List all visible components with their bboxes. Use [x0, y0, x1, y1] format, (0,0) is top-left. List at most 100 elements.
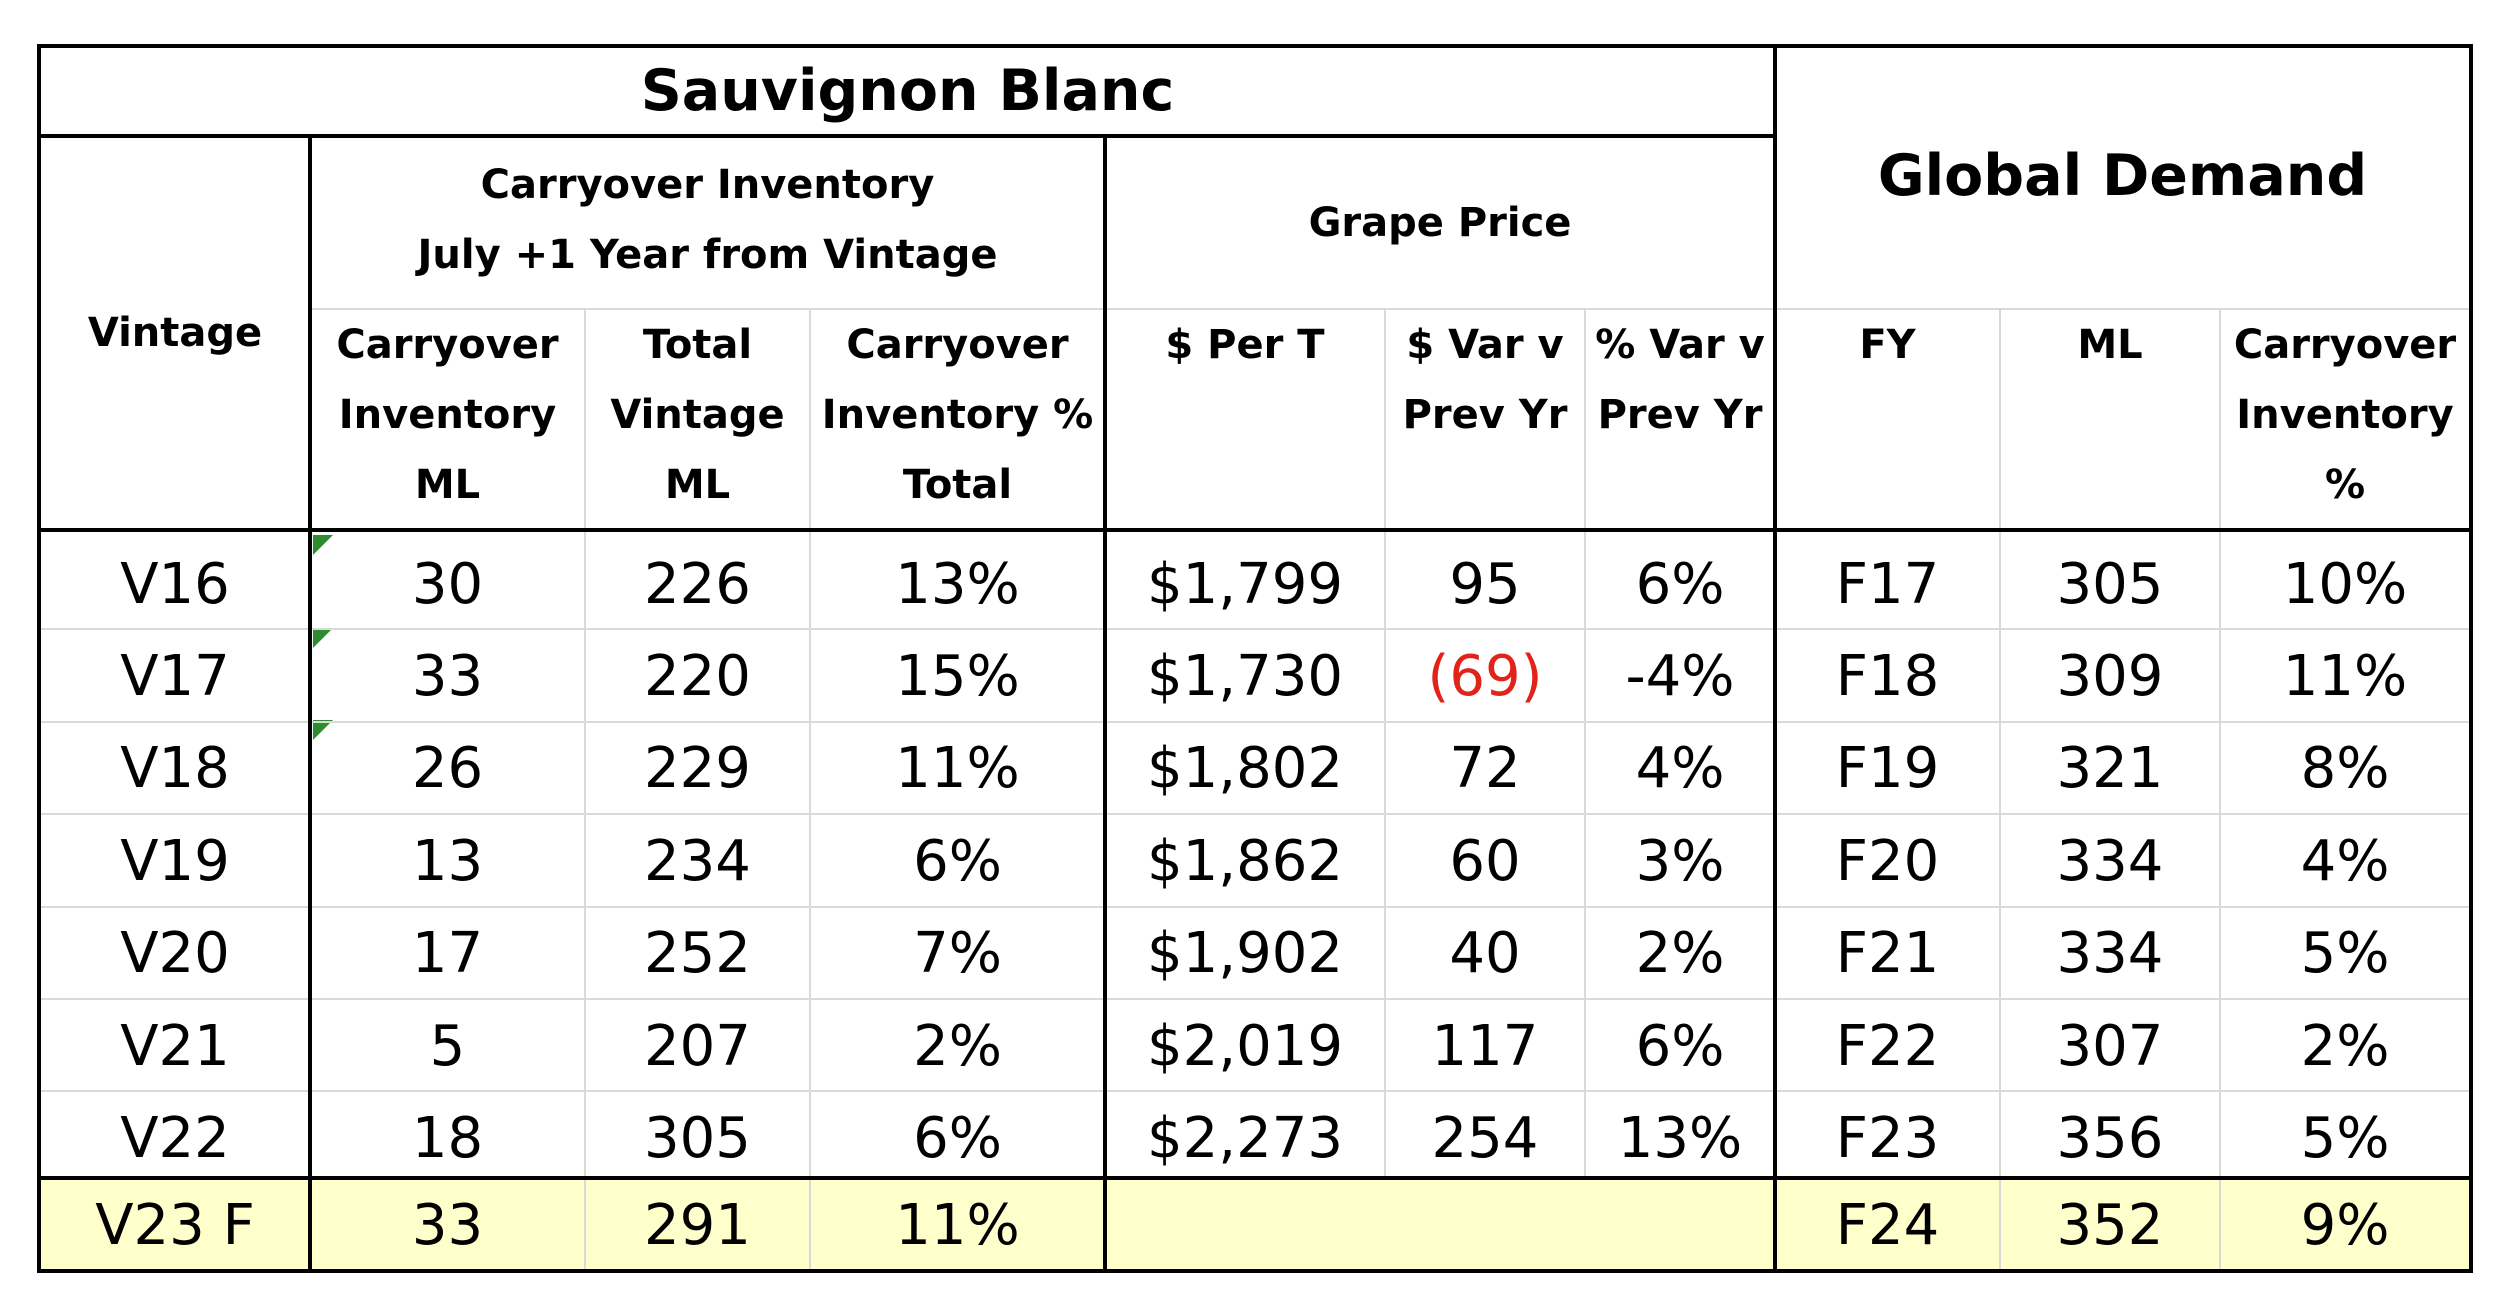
grape-price-group-header: Grape Price [1308, 200, 1572, 246]
total-ml-cell: 252 [644, 921, 751, 987]
var-prev-cell: 95 [1449, 551, 1521, 617]
var-prev-cell: 254 [1431, 1106, 1539, 1172]
carryover-group-header: Carryover Inventory July +1 Year from Vi… [417, 162, 998, 278]
carryover-pct-total-cell: 15% [895, 644, 1020, 710]
gridline [41, 813, 2469, 815]
fy-cell: F18 [1835, 644, 1940, 710]
inventory-pct-cell: 5% [2300, 921, 2390, 987]
ml-cell: 309 [2056, 644, 2164, 710]
gridline [41, 998, 2469, 1000]
gridline [1999, 1180, 2001, 1269]
border-bottom [37, 1269, 2473, 1273]
divider-header [37, 528, 2473, 532]
vintage-cell: V18 [120, 736, 230, 802]
total-ml-cell: 234 [644, 828, 751, 894]
gridline [2219, 310, 2221, 1176]
col-header-per-t: $ Per T [1165, 322, 1325, 368]
border-left [37, 44, 41, 1273]
border-right [2469, 44, 2473, 1273]
ml-cell: 305 [2056, 551, 2164, 617]
inventory-pct-cell: 8% [2300, 736, 2390, 802]
vintage-cell: V16 [120, 551, 230, 617]
forecast-vintage-cell: V23 F [95, 1192, 255, 1258]
carryover-ml-cell: 30 [411, 551, 484, 617]
forecast-fy-cell: F24 [1835, 1192, 1940, 1258]
forecast-inventory-pct-cell: 9% [2300, 1192, 2390, 1258]
carryover-pct-total-cell: 11% [895, 736, 1020, 802]
vintage-cell: V21 [120, 1013, 230, 1079]
gridline [2219, 1180, 2221, 1269]
vintage-cell: V22 [120, 1106, 230, 1172]
pct-var-prev-cell: -4% [1625, 644, 1735, 710]
var-prev-cell: 117 [1431, 1013, 1539, 1079]
pct-var-prev-cell: 6% [1635, 551, 1725, 617]
col-header-carryover-pct: Carryover Inventory % [2233, 322, 2457, 508]
gridline [41, 721, 2469, 723]
per-t-cell: $2,273 [1147, 1106, 1343, 1172]
carryover-pct-total-cell: 7% [913, 921, 1002, 987]
pct-var-prev-cell: 2% [1635, 921, 1725, 987]
forecast-pct-var-prev-cell [1585, 1180, 1775, 1270]
carryover-ml-cell: 13 [411, 828, 484, 894]
pct-var-prev-cell: 3% [1635, 828, 1725, 894]
ml-cell: 307 [2056, 1013, 2164, 1079]
vintage-cell: V17 [120, 644, 230, 710]
col-header-ml: ML [2077, 322, 2143, 368]
forecast-per-t-cell [1105, 1180, 1385, 1270]
forecast-ml-cell: 352 [2056, 1192, 2164, 1258]
inventory-pct-cell: 4% [2300, 828, 2390, 894]
col-header-total-vintage-ml: Total Vintage ML [610, 322, 785, 508]
divider-title [37, 134, 1777, 138]
divider-forecast [37, 1176, 2473, 1180]
ml-cell: 334 [2056, 828, 2164, 894]
gridline [1584, 310, 1586, 1176]
gridline [41, 1090, 2469, 1092]
col-header-carryover-ml: Carryover Inventory ML [336, 322, 559, 508]
inventory-pct-cell: 5% [2300, 1106, 2390, 1172]
forecast-total-ml-cell: 291 [644, 1192, 751, 1258]
col-header-var-prev: $ Var v Prev Yr [1402, 322, 1568, 438]
col-header-carryover-pct-total: Carryover Inventory % Total [821, 322, 1094, 508]
col-header-pct-var-prev: % Var v Prev Yr [1595, 322, 1765, 438]
pct-var-prev-cell: 4% [1635, 736, 1725, 802]
per-t-cell: $1,862 [1147, 828, 1343, 894]
pct-var-prev-cell: 6% [1635, 1013, 1725, 1079]
forecast-var-prev-cell [1385, 1180, 1585, 1270]
per-t-cell: $1,799 [1147, 551, 1343, 617]
gridline [809, 1180, 811, 1269]
inventory-pct-cell: 2% [2300, 1013, 2390, 1079]
per-t-cell: $1,802 [1147, 736, 1343, 802]
gridline [41, 906, 2469, 908]
ml-cell: 321 [2056, 736, 2164, 802]
carryover-ml-cell: 26 [411, 736, 484, 802]
var-prev-cell: 72 [1449, 736, 1521, 802]
total-ml-cell: 305 [644, 1106, 751, 1172]
divider-grape [1103, 134, 1107, 1273]
carryover-pct-total-cell: 2% [913, 1013, 1002, 1079]
carryover-pct-total-cell: 6% [913, 1106, 1002, 1172]
fy-cell: F20 [1835, 828, 1940, 894]
var-prev-cell: 60 [1449, 828, 1521, 894]
fy-cell: F17 [1835, 551, 1940, 617]
var-prev-cell: 40 [1449, 921, 1521, 987]
fy-cell: F23 [1835, 1106, 1940, 1172]
carryover-ml-cell: 18 [411, 1106, 484, 1172]
inventory-pct-cell: 11% [2282, 644, 2408, 710]
var-prev-cell: (69) [1427, 644, 1543, 710]
total-ml-cell: 207 [644, 1013, 751, 1079]
gridline [584, 1180, 586, 1269]
ml-cell: 356 [2056, 1106, 2164, 1172]
forecast-carryover-pct-total-cell: 11% [895, 1192, 1020, 1258]
carryover-ml-cell: 33 [411, 644, 484, 710]
per-t-cell: $1,902 [1147, 921, 1343, 987]
gridline [41, 628, 2469, 630]
gridline [1384, 310, 1386, 1176]
global-demand-title: Global Demand [1877, 143, 2368, 209]
vintage-cell: V19 [120, 828, 230, 894]
divider-global [1773, 44, 1777, 1273]
forecast-row-highlight [40, 1178, 2470, 1271]
divider-vintage [308, 134, 312, 1273]
fy-cell: F21 [1835, 921, 1940, 987]
inventory-pct-cell: 10% [2282, 551, 2408, 617]
